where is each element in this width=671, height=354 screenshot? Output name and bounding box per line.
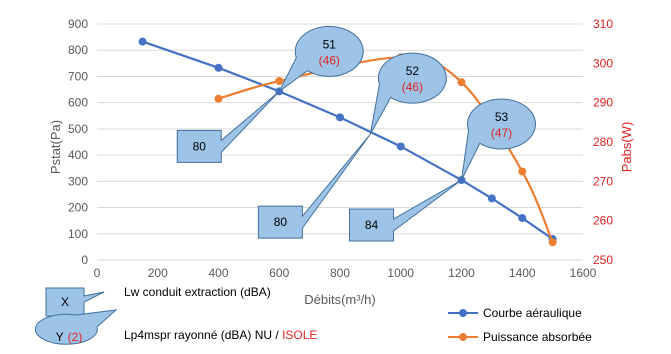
- callout-bubble-sub-3: (47): [491, 126, 512, 140]
- key-bubble-shape: [34, 309, 118, 345]
- y-tick-label-9: 900: [68, 17, 88, 31]
- y2-tick-label-4: 290: [593, 96, 613, 110]
- key-box-label: Lw conduit extraction (dBA): [124, 285, 271, 299]
- y2-tick-label-3: 280: [593, 135, 613, 149]
- legend-marker-series-2: [459, 333, 467, 341]
- series-1-point-7: [518, 214, 527, 223]
- series-1-point-6: [487, 194, 496, 203]
- series-2-point-3: [457, 78, 466, 87]
- x-tick-label-1: 200: [148, 266, 168, 280]
- series-2-point-5: [548, 238, 557, 247]
- x-tick-label-0: 0: [94, 266, 101, 280]
- key-box-symbol: X: [61, 295, 69, 309]
- y2-tick-label-0: 250: [593, 253, 613, 267]
- series-1-point-4: [396, 142, 405, 151]
- series-1-point-1: [214, 63, 223, 72]
- callout-box-1: [176, 91, 280, 163]
- y-tick-label-3: 300: [68, 174, 88, 188]
- y-tick-label-4: 400: [68, 148, 88, 162]
- legend: Courbe aéraulique Puissance absorbée: [448, 306, 592, 344]
- y-tick-label-7: 700: [68, 69, 88, 83]
- series-1-point-3: [336, 113, 344, 122]
- series-2-point-4: [518, 167, 527, 176]
- callout-bubble-value-2: 52: [406, 64, 420, 78]
- x-axis-ticks: 0 200 400 600 800 1000 1200 1400 1600: [94, 266, 597, 280]
- key-bubble-label: Lp4mspr rayonné (dBA) NU / ISOLE: [124, 328, 317, 342]
- callout-box-2: [257, 133, 371, 239]
- y-tick-label-0: 0: [81, 253, 88, 267]
- series-2-point-0: [214, 94, 223, 103]
- callout-box-3: [349, 179, 462, 242]
- y-tick-label-2: 200: [68, 201, 88, 215]
- legend-marker-series-1: [459, 309, 467, 317]
- callout-bubble-value-3: 53: [495, 110, 509, 124]
- series-2-point-1: [275, 77, 284, 86]
- callouts-layer: 80 51 (46) 80 52 (46) 84 53 (47): [176, 25, 536, 242]
- y2-tick-label-1: 260: [593, 214, 613, 228]
- y2-axis-title: Pabs(W): [619, 122, 634, 173]
- callout-bubble-2: [369, 52, 447, 135]
- key-box: X: [45, 287, 105, 317]
- callout-bubble-3: [461, 98, 536, 181]
- x-tick-label-7: 1400: [509, 266, 536, 280]
- key-bubble-symbol: Y (2): [56, 330, 83, 344]
- y-axis-title: Pstat(Pa): [48, 120, 63, 174]
- legend-label-series-1: Courbe aéraulique: [483, 306, 582, 320]
- x-tick-label-2: 400: [208, 266, 228, 280]
- x-tick-label-6: 1200: [448, 266, 475, 280]
- key-bubble: Y (2): [34, 309, 118, 345]
- callout-bubble-sub-1: (46): [319, 53, 340, 67]
- x-tick-label-4: 800: [330, 266, 350, 280]
- callout-bubble-sub-2: (46): [402, 80, 423, 94]
- x-tick-label-3: 600: [269, 266, 289, 280]
- y-axis-ticks: 0 100 200 300 400 500 600 700 800 900: [68, 17, 88, 267]
- x-tick-label-5: 1000: [387, 266, 414, 280]
- y2-tick-label-5: 300: [593, 56, 613, 70]
- y-tick-label-6: 600: [68, 96, 88, 110]
- key-bubble-symbol-main: Y: [56, 330, 64, 344]
- x-tick-label-8: 1600: [570, 266, 597, 280]
- callout-box-label-1: 80: [193, 139, 207, 153]
- key-bubble-label-main: Lp4mspr rayonné (dBA) NU /: [124, 328, 282, 342]
- y2-axis-ticks: 250 260 270 280 290 300 310: [593, 17, 613, 267]
- y2-tick-label-6: 310: [593, 17, 613, 31]
- key-bubble-label-accent: ISOLE: [282, 328, 317, 342]
- legend-label-series-2: Puissance absorbée: [483, 330, 592, 344]
- y-tick-label-5: 500: [68, 122, 88, 136]
- y2-tick-label-2: 270: [593, 174, 613, 188]
- callout-box-label-2: 80: [274, 215, 288, 229]
- key-box-shape: [45, 287, 105, 317]
- x-axis-title: Débits(m³/h): [304, 292, 376, 307]
- series-1-point-0: [138, 37, 147, 46]
- y-tick-label-8: 800: [68, 43, 88, 57]
- callout-bubble-1: [278, 25, 364, 92]
- callout-box-label-3: 84: [365, 218, 379, 232]
- y-tick-label-1: 100: [68, 227, 88, 241]
- callout-bubble-value-1: 51: [323, 37, 337, 51]
- key-bubble-symbol-sub: (2): [68, 330, 83, 344]
